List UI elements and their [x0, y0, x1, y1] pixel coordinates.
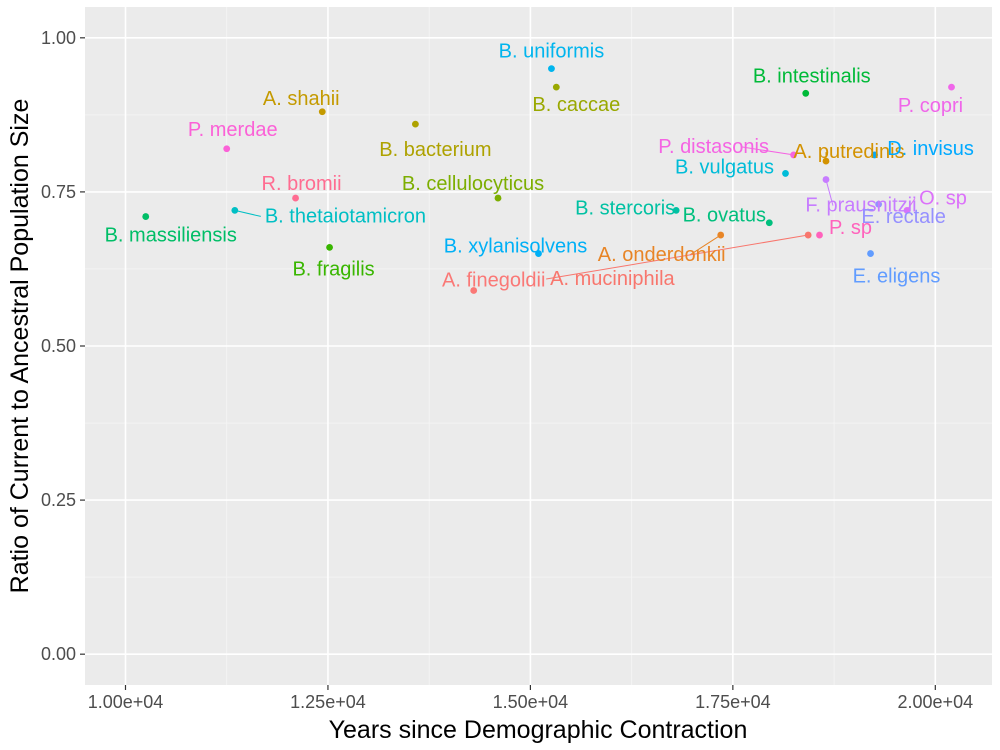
point-b-thetaiotamicron: [231, 207, 239, 214]
point-label-r-bromii: R. bromii: [262, 173, 342, 195]
point-d-invisus: [871, 151, 878, 159]
x-tick-label: 1.00e+04: [88, 692, 164, 712]
x-tick-label: 1.50e+04: [493, 692, 569, 712]
point-labels: B. uniformis B. intestinalis P. copri A. sh…: [105, 41, 974, 292]
point-label-b-ovatus: B. ovatus: [683, 205, 766, 227]
y-tick-label: 0.75: [41, 182, 76, 202]
y-tick-label: 1.00: [41, 28, 76, 48]
label-leader-lines: [234, 146, 916, 280]
point-label-b-caccae: B. caccae: [532, 94, 620, 116]
leader-line-a-onderdonkii: [689, 234, 721, 256]
point-a-finegoldii: [470, 287, 478, 294]
point-o-sp: [903, 207, 911, 214]
point-label-b-intestinalis: B. intestinalis: [753, 65, 871, 87]
x-tick-label: 1.75e+04: [695, 692, 771, 712]
point-label-b-massiliensis: B. massiliensis: [105, 225, 237, 247]
point-b-bacterium: [412, 120, 419, 128]
point-r-bromii: [292, 194, 299, 202]
point-a-putredinis: [822, 157, 830, 165]
point-label-b-bacterium: B. bacterium: [379, 139, 491, 161]
point-label-a-muciniphila: A. muciniphila: [550, 268, 675, 290]
point-label-b-thetaiotamicron: B. thetaiotamicron: [265, 205, 426, 227]
axes: 1.00e+04 1.25e+04 1.50e+04 1.75e+04 2.00e+04…: [41, 28, 973, 712]
y-tick-label: 0.00: [41, 644, 76, 664]
point-p-copri: [948, 83, 955, 91]
leader-line-b-thetaiotamicron: [234, 209, 261, 217]
point-a-shahii: [318, 108, 326, 116]
point-label-b-fragilis: B. fragilis: [292, 258, 374, 280]
leader-line-a-muciniphila: [546, 234, 809, 280]
point-label-p-sp: P. sp: [829, 217, 872, 239]
point-label-o-sp: O. sp: [919, 187, 967, 209]
point-label-a-shahii: A. shahii: [263, 88, 340, 110]
x-axis-title: Years since Demographic Contraction: [329, 716, 748, 744]
point-b-ovatus: [765, 219, 773, 227]
point-label-p-copri: P. copri: [898, 95, 963, 117]
point-p-merdae: [223, 145, 231, 153]
point-label-a-finegoldii: A. finegoldii: [442, 270, 545, 292]
point-b-xylanisolvens: [535, 250, 542, 257]
point-b-vulgatus: [782, 170, 789, 177]
point-label-b-vulgatus: B. vulgatus: [675, 156, 774, 178]
point-label-e-eligens: E. eligens: [853, 266, 941, 288]
leader-line-p-distasonis: [741, 146, 794, 156]
data-points: [142, 65, 955, 294]
point-p-sp: [816, 231, 823, 239]
point-e-rectale: [875, 200, 883, 208]
point-label-b-xylanisolvens: B. xylanisolvens: [444, 236, 587, 258]
point-label-a-onderdonkii: A. onderdonkii: [598, 244, 726, 266]
point-b-intestinalis: [802, 89, 810, 97]
point-b-massiliensis: [142, 213, 150, 220]
point-f-prausnitzii: [822, 176, 830, 183]
point-label-e-rectale: E. rectale: [861, 206, 945, 228]
point-label-f-prausnitzii: F. prausnitzii: [805, 195, 916, 217]
point-a-onderdonkii: [717, 231, 725, 239]
point-label-p-merdae: P. merdae: [188, 119, 278, 141]
point-b-cellulocyticus: [494, 194, 502, 202]
point-a-muciniphila: [804, 231, 812, 239]
point-b-uniformis: [548, 65, 555, 73]
point-b-caccae: [552, 83, 560, 91]
point-label-b-stercoris: B. stercoris: [575, 197, 675, 219]
x-tick-label: 2.00e+04: [898, 692, 974, 712]
point-b-stercoris: [672, 207, 680, 214]
y-tick-label: 0.25: [41, 490, 76, 510]
y-axis-title: Ratio of Current to Ancestral Population…: [6, 99, 34, 594]
point-label-p-distasonis: P. distasonis: [658, 136, 769, 158]
point-label-a-putredinis: A. putredinis: [793, 141, 904, 163]
leader-line-f-prausnitzii: [825, 179, 834, 206]
x-tick-label: 1.25e+04: [290, 692, 366, 712]
y-tick-label: 0.50: [41, 336, 76, 356]
point-p-distasonis: [790, 151, 797, 159]
major-gridlines: [85, 7, 992, 685]
point-b-fragilis: [326, 243, 333, 251]
point-e-eligens: [867, 250, 874, 257]
point-label-d-invisus: D. invisus: [887, 138, 974, 160]
point-label-b-uniformis: B. uniformis: [499, 41, 605, 63]
point-label-b-cellulocyticus: B. cellulocyticus: [402, 173, 544, 195]
